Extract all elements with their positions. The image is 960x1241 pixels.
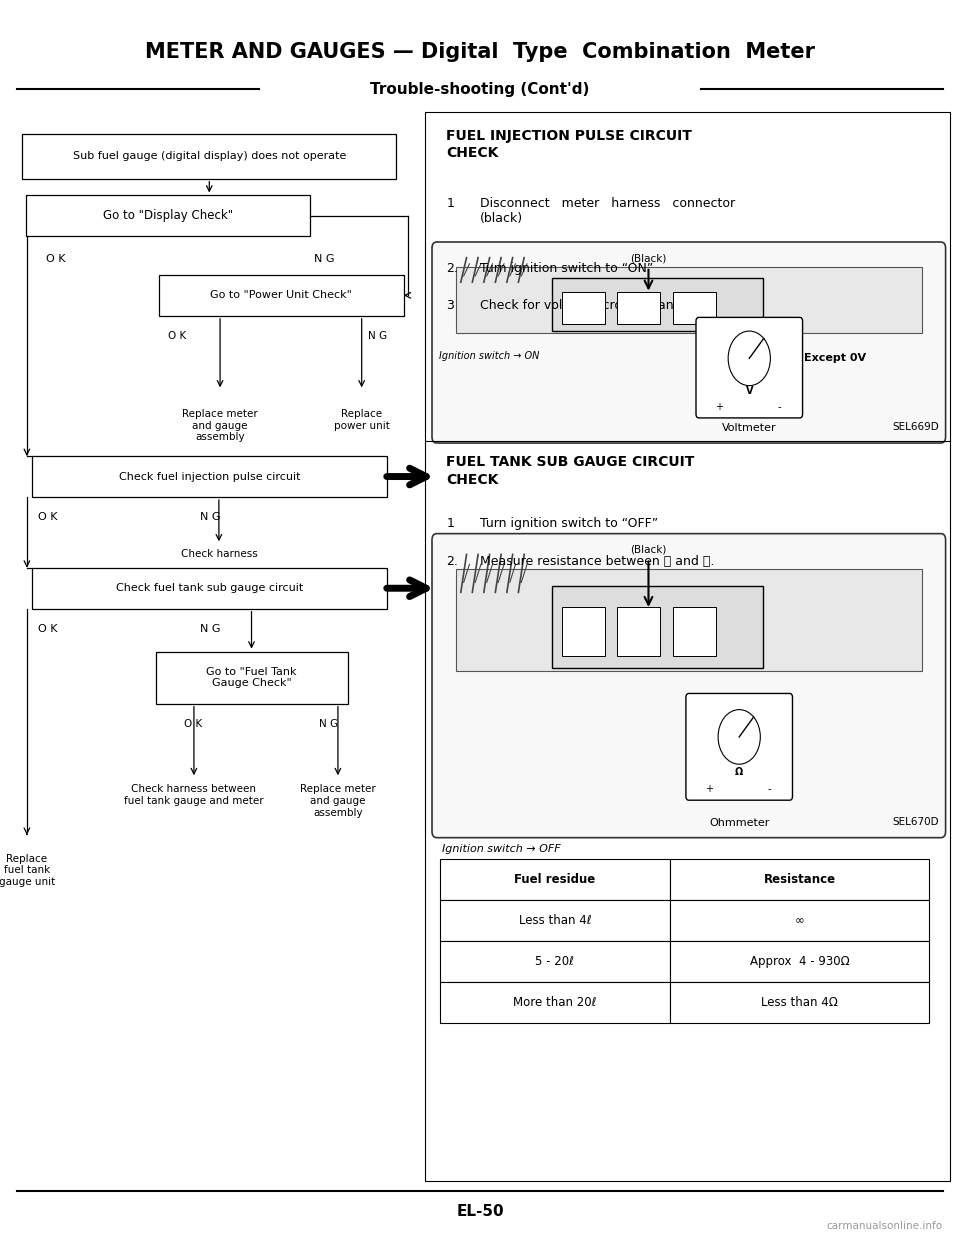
Bar (32, 567, 387, 608)
Text: SEL670D: SEL670D (892, 817, 939, 827)
Text: Voltmeter: Voltmeter (722, 423, 777, 433)
Bar (670, 982, 929, 1023)
Bar (440, 859, 670, 900)
Text: Check harness between
fuel tank gauge and meter: Check harness between fuel tank gauge an… (124, 784, 264, 805)
Text: More than 20ℓ: More than 20ℓ (514, 995, 596, 1009)
Text: 3: 3 (446, 299, 454, 311)
Bar (440, 900, 670, 941)
Bar (562, 292, 605, 324)
FancyBboxPatch shape (696, 318, 803, 418)
Text: O K: O K (46, 253, 65, 264)
Bar (670, 900, 929, 941)
Text: Go to "Display Check": Go to "Display Check" (103, 210, 233, 222)
Bar (673, 607, 716, 656)
Text: +: + (705, 784, 713, 794)
Text: N G: N G (200, 623, 220, 634)
Text: Replace meter
and gauge
assembly: Replace meter and gauge assembly (300, 784, 375, 818)
Bar (156, 652, 348, 704)
Text: Ignition switch → ON: Ignition switch → ON (439, 351, 540, 361)
Text: Replace
power unit: Replace power unit (334, 408, 390, 431)
Text: N G: N G (200, 511, 220, 522)
Text: Less than 4ℓ: Less than 4ℓ (518, 913, 591, 927)
Text: N G: N G (315, 253, 335, 264)
FancyBboxPatch shape (432, 242, 946, 443)
Text: O K: O K (38, 623, 58, 634)
Text: Measure resistance between ⓖ and ⓑ.: Measure resistance between ⓖ and ⓑ. (480, 555, 714, 567)
Bar (552, 587, 763, 668)
Text: Check fuel injection pulse circuit: Check fuel injection pulse circuit (118, 472, 300, 482)
Text: N G: N G (319, 719, 338, 728)
Text: carmanualsonline.info: carmanualsonline.info (827, 1221, 943, 1231)
Bar (456, 267, 922, 333)
Text: -: - (768, 784, 771, 794)
Text: METER AND GAUGES — Digital  Type  Combination  Meter: METER AND GAUGES — Digital Type Combinat… (145, 42, 815, 62)
Text: Disconnect   meter   harness   connector
(black): Disconnect meter harness connector (blac… (480, 197, 735, 226)
Text: Ignition switch → OFF: Ignition switch → OFF (442, 844, 561, 854)
Text: (Black): (Black) (631, 253, 666, 263)
Text: Trouble-shooting (Cont'd): Trouble-shooting (Cont'd) (371, 82, 589, 97)
Bar (456, 568, 922, 671)
Text: Approx  4 - 930Ω: Approx 4 - 930Ω (750, 954, 850, 968)
Bar (158, 274, 403, 315)
Text: SEL669D: SEL669D (892, 422, 939, 432)
Text: Ω: Ω (735, 767, 743, 777)
Bar (32, 455, 387, 496)
Text: -: - (778, 402, 781, 412)
Bar (22, 134, 396, 179)
Bar (440, 982, 670, 1023)
Bar (26, 195, 309, 236)
Text: 1: 1 (446, 517, 454, 530)
Bar (670, 859, 929, 900)
Text: Ohmmeter: Ohmmeter (709, 818, 769, 828)
Text: ∞: ∞ (795, 913, 804, 927)
Text: Fuel residue: Fuel residue (515, 872, 595, 886)
Text: V: V (746, 386, 753, 396)
Text: EL-50: EL-50 (456, 1204, 504, 1219)
Text: Turn ignition switch to “ON”: Turn ignition switch to “ON” (480, 262, 653, 274)
Text: FUEL TANK SUB GAUGE CIRCUIT
CHECK: FUEL TANK SUB GAUGE CIRCUIT CHECK (446, 455, 695, 486)
Text: FUEL INJECTION PULSE CIRCUIT
CHECK: FUEL INJECTION PULSE CIRCUIT CHECK (446, 129, 692, 160)
FancyBboxPatch shape (432, 534, 946, 838)
Text: Less than 4Ω: Less than 4Ω (761, 995, 838, 1009)
Bar (440, 941, 670, 982)
Text: Except 0V: Except 0V (804, 354, 867, 364)
Text: 5 - 20ℓ: 5 - 20ℓ (536, 954, 574, 968)
Text: Check fuel tank sub gauge circuit: Check fuel tank sub gauge circuit (115, 583, 303, 593)
Text: N G: N G (368, 330, 387, 341)
Text: 2.: 2. (446, 555, 458, 567)
Bar (425, 112, 950, 1181)
Text: (Black): (Black) (631, 545, 666, 555)
Text: Check for voltage across ⓔⓔ and ⓑ.: Check for voltage across ⓔⓔ and ⓑ. (480, 299, 697, 311)
Text: Sub fuel gauge (digital display) does not operate: Sub fuel gauge (digital display) does no… (73, 151, 346, 161)
Text: Resistance: Resistance (763, 872, 836, 886)
Text: Check harness: Check harness (180, 549, 257, 560)
Bar (552, 278, 763, 331)
Text: Go to "Power Unit Check": Go to "Power Unit Check" (210, 290, 352, 300)
FancyBboxPatch shape (685, 694, 793, 800)
Text: Turn ignition switch to “OFF”: Turn ignition switch to “OFF” (480, 517, 659, 530)
Text: Go to "Fuel Tank
Gauge Check": Go to "Fuel Tank Gauge Check" (206, 666, 297, 689)
Bar (562, 607, 605, 656)
Text: +: + (715, 402, 723, 412)
Bar (670, 941, 929, 982)
Text: O K: O K (169, 330, 187, 341)
Bar (617, 292, 660, 324)
Text: Replace meter
and gauge
assembly: Replace meter and gauge assembly (182, 408, 258, 442)
Text: Replace
fuel tank
gauge unit: Replace fuel tank gauge unit (0, 854, 55, 887)
Bar (673, 292, 716, 324)
Text: 2.: 2. (446, 262, 458, 274)
Bar (617, 607, 660, 656)
Text: O K: O K (184, 719, 203, 728)
Text: O K: O K (38, 511, 58, 522)
Text: 1: 1 (446, 197, 454, 210)
